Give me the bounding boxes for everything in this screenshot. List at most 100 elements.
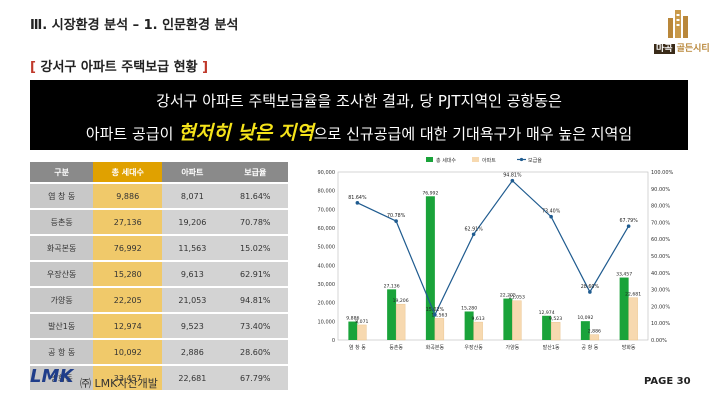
y-right-tick-label: 60.00% xyxy=(651,237,670,243)
bar-data-label: 22,681 xyxy=(625,292,641,298)
banner-line-1: 강서구 아파트 주택보급율을 조사한 결과, 당 PJT지역인 공항동은 xyxy=(156,92,562,110)
table-row: 발산1동 12,974 9,523 73.40% xyxy=(30,314,288,338)
slide-title: Ⅲ. 시장환경 분석 – 1. 인문환경 분석 xyxy=(30,18,239,33)
cell-apartments: 22,681 xyxy=(162,366,223,390)
y-right-tick-label: 30.00% xyxy=(651,288,670,294)
bar-data-label: 21,053 xyxy=(509,295,525,301)
subtitle-open-bracket: [ xyxy=(30,60,36,75)
golden-city-logo: 마곡 골든시티 xyxy=(654,8,710,58)
cell-rate: 73.40% xyxy=(222,314,288,338)
bar-data-label: 9,886 xyxy=(346,316,359,322)
bar-data-label: 9,523 xyxy=(549,316,562,322)
y-right-tick-label: 90.00% xyxy=(651,187,670,193)
supply-rate-label: 70.78% xyxy=(387,213,406,219)
x-tick-label: 공 항 동 xyxy=(581,344,598,351)
cell-total: 15,280 xyxy=(93,262,163,286)
subtitle-close-bracket: ] xyxy=(202,60,209,75)
table-row: 공 항 동 10,092 2,886 28.60% xyxy=(30,340,288,364)
y-right-tick-label: 0.00% xyxy=(651,338,667,344)
cell-total: 33,457 xyxy=(93,366,163,390)
legend-marker xyxy=(519,157,524,162)
y-right-tick-label: 40.00% xyxy=(651,271,670,277)
logo-badge-left: 마곡 xyxy=(654,44,675,54)
header-total-households: 총 세대수 xyxy=(93,162,163,182)
y-right-tick-label: 80.00% xyxy=(651,204,670,210)
cell-district: 염 창 동 xyxy=(30,184,94,208)
legend-swatch xyxy=(426,157,433,162)
cell-district: 우장산동 xyxy=(30,262,94,286)
x-tick-label: 염 창 동 xyxy=(349,344,366,351)
y-right-tick-label: 50.00% xyxy=(651,254,670,260)
cell-rate: 67.79% xyxy=(222,366,288,390)
bar-total xyxy=(387,289,397,340)
y-left-tick-label: 20,000 xyxy=(318,301,336,307)
bar-data-label: 76,992 xyxy=(422,190,438,196)
supply-rate-point xyxy=(588,290,592,294)
header-district: 구분 xyxy=(30,162,94,182)
supply-rate-point xyxy=(471,232,476,237)
cell-rate: 94.81% xyxy=(222,288,288,312)
y-left-tick-label: 30,000 xyxy=(318,282,336,288)
cell-apartments: 2,886 xyxy=(162,340,223,364)
supply-rate-label: 67.79% xyxy=(619,218,638,224)
bar-data-label: 11,563 xyxy=(431,312,447,318)
table-row: 우장산동 15,280 9,613 62.91% xyxy=(30,262,288,286)
legend-swatch xyxy=(472,157,479,162)
supply-rate-label: 62.91% xyxy=(464,226,483,232)
bar-total xyxy=(542,315,552,340)
bar-data-label: 10,092 xyxy=(577,315,593,321)
bar-data-label: 33,457 xyxy=(616,272,632,278)
bar-apartment xyxy=(550,322,561,341)
cell-apartments: 21,053 xyxy=(162,288,223,312)
y-left-tick-label: 10,000 xyxy=(318,319,336,325)
bar-data-label: 12,974 xyxy=(539,310,555,316)
logo-badge: 마곡 골든시티 xyxy=(654,41,710,54)
legend-label: 총 세대수 xyxy=(436,157,456,164)
cell-rate: 28.60% xyxy=(222,340,288,364)
x-tick-label: 화곡본동 xyxy=(426,345,445,351)
y-right-tick-label: 100.00% xyxy=(651,170,673,176)
cell-apartments: 19,206 xyxy=(162,210,223,234)
supply-rate-point xyxy=(355,201,360,205)
cell-district: 방화동 xyxy=(30,366,94,390)
banner-line-2: 아파트 공급이 현저히 낮은 지역으로 신규공급에 대한 기대욕구가 매우 높은… xyxy=(30,118,688,145)
bar-data-label: 22,205 xyxy=(500,293,516,299)
y-left-tick-label: 70,000 xyxy=(318,207,336,213)
section-subtitle: [ 강서구 아파트 주택보급 현황 ] xyxy=(30,56,208,75)
header-apartments: 아파트 xyxy=(162,162,223,182)
banner-line-2-post: 으로 신규공급에 대한 기대욕구가 매우 높은 지역임 xyxy=(313,125,633,143)
supply-rate-label: 28.60% xyxy=(581,284,600,290)
bar-apartment xyxy=(512,300,522,341)
y-left-tick-label: 80,000 xyxy=(318,189,336,195)
company-name: ㈜ LMK자산개발 xyxy=(80,377,158,390)
legend-label: 보급율 xyxy=(528,158,542,164)
bar-data-label: 27,136 xyxy=(384,283,400,289)
table-row: 등촌동 27,136 19,206 70.78% xyxy=(30,210,288,234)
cell-rate: 70.78% xyxy=(222,210,288,234)
supply-rate-label: 94.81% xyxy=(503,173,522,179)
bar-apartment xyxy=(473,321,483,341)
y-right-tick-label: 20.00% xyxy=(651,304,670,310)
supply-rate-label: 81.64% xyxy=(348,195,367,201)
cell-rate: 81.64% xyxy=(222,184,288,208)
cell-apartments: 9,523 xyxy=(162,314,223,338)
supply-chart: 0 10,000 20,000 30,000 40,000 50,000 60,000 70,… xyxy=(318,157,673,351)
cell-total: 9,886 xyxy=(93,184,163,208)
cell-district: 가양동 xyxy=(30,288,94,312)
supply-rate-point xyxy=(510,178,515,183)
cell-total: 10,092 xyxy=(93,340,163,364)
bar-total xyxy=(425,196,435,340)
lmk-logo: LMK xyxy=(30,366,74,387)
supply-rate-line xyxy=(357,179,630,317)
y-left-tick-label: 90,000 xyxy=(318,170,336,176)
bar-total xyxy=(619,277,629,340)
bar-apartment xyxy=(434,318,445,341)
summary-banner: 강서구 아파트 주택보급율을 조사한 결과, 당 PJT지역인 공항동은 아파트… xyxy=(30,80,688,150)
plot-area xyxy=(337,171,649,341)
supply-rate-point xyxy=(549,214,553,219)
bar-apartment xyxy=(589,334,600,341)
supply-rate-label: 73.40% xyxy=(542,209,561,215)
bar-total xyxy=(348,321,358,340)
table-row: 가양동 22,205 21,053 94.81% xyxy=(30,288,288,312)
y-right-tick-label: 10.00% xyxy=(651,321,670,327)
